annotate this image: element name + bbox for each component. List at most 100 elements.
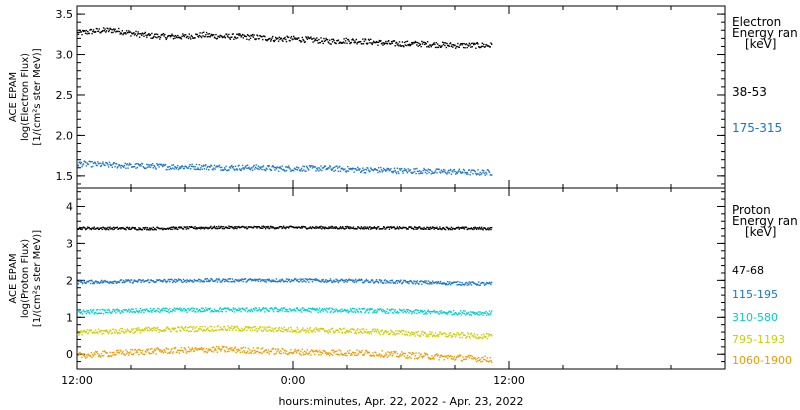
- proton-data-point: [458, 354, 460, 356]
- proton-data-point: [97, 228, 100, 231]
- proton-data-point: [442, 226, 445, 229]
- electron-data-point: [131, 166, 134, 168]
- proton-data-point: [98, 228, 100, 230]
- proton-data-point: [395, 311, 398, 314]
- electron-data-point: [167, 166, 169, 168]
- proton-data-point: [380, 356, 382, 358]
- proton-data-point: [370, 308, 373, 310]
- proton-data-point: [95, 280, 97, 282]
- proton-data-point: [169, 308, 171, 310]
- proton-data-point: [372, 352, 374, 354]
- proton-data-point: [418, 335, 420, 337]
- electron-data-point: [308, 37, 311, 40]
- proton-data-point: [151, 348, 153, 350]
- proton-data-point: [223, 307, 226, 309]
- proton-data-point: [154, 348, 156, 350]
- proton-data-point: [314, 308, 316, 310]
- electron-data-point: [109, 27, 111, 30]
- proton-data-point: [151, 329, 154, 332]
- proton-data-point: [157, 348, 160, 350]
- electron-legend-title: [keV]: [745, 37, 776, 51]
- electron-data-point: [409, 44, 412, 47]
- proton-data-point: [182, 278, 185, 281]
- proton-data-point: [105, 228, 107, 231]
- proton-data-point: [491, 281, 493, 284]
- proton-data-point: [244, 328, 246, 330]
- electron-data-point: [243, 168, 245, 171]
- proton-data-point: [166, 326, 168, 328]
- electron-data-point: [372, 42, 374, 44]
- proton-data-point: [314, 279, 316, 282]
- electron-data-point: [89, 28, 92, 31]
- proton-data-point: [263, 328, 265, 330]
- proton-data-point: [444, 311, 447, 314]
- proton-data-point: [447, 313, 449, 315]
- proton-data-point: [223, 308, 225, 310]
- electron-data-point: [424, 43, 426, 46]
- proton-data-point: [256, 330, 258, 333]
- proton-data-point: [250, 352, 252, 354]
- proton-data-point: [293, 350, 296, 352]
- proton-data-point: [381, 350, 383, 352]
- proton-data-point: [410, 357, 412, 360]
- electron-data-point: [355, 38, 358, 41]
- electron-data-point: [368, 170, 370, 173]
- proton-data-point: [239, 330, 242, 332]
- proton-data-point: [227, 325, 229, 327]
- proton-data-point: [159, 329, 161, 331]
- proton-data-point: [189, 309, 191, 311]
- proton-data-point: [310, 227, 312, 229]
- proton-data-point: [198, 328, 201, 331]
- proton-data-point: [231, 281, 233, 283]
- proton-data-point: [367, 352, 369, 354]
- proton-data-point: [338, 310, 340, 312]
- proton-data-point: [119, 332, 121, 335]
- electron-data-point: [249, 35, 251, 37]
- proton-data-point: [141, 349, 144, 352]
- proton-data-point: [183, 329, 185, 332]
- proton-data-point: [449, 355, 451, 358]
- electron-data-point: [267, 165, 270, 168]
- proton-data-point: [276, 350, 278, 352]
- electron-data-point: [174, 37, 176, 39]
- proton-data-point: [116, 308, 118, 310]
- proton-data-point: [136, 229, 138, 231]
- proton-data-point: [236, 309, 239, 311]
- proton-data-point: [380, 228, 382, 230]
- proton-data-point: [436, 335, 438, 337]
- electron-data-point: [195, 33, 197, 35]
- electron-data-point: [175, 168, 178, 170]
- proton-data-point: [455, 227, 458, 229]
- proton-data-point: [196, 308, 198, 310]
- proton-data-point: [397, 279, 399, 282]
- proton-data-point: [298, 281, 300, 283]
- proton-data-point: [246, 227, 249, 230]
- proton-data-point: [97, 352, 99, 355]
- proton-data-point: [166, 227, 168, 230]
- proton-data-point: [280, 226, 283, 228]
- proton-data-point: [164, 228, 167, 231]
- proton-data-point: [451, 355, 453, 358]
- proton-data-point: [197, 327, 200, 330]
- electron-data-point: [450, 173, 453, 175]
- electron-data-point: [309, 37, 311, 39]
- proton-data-point: [429, 312, 432, 315]
- proton-data-point: [316, 226, 319, 229]
- proton-data-point: [161, 309, 164, 312]
- proton-data-point: [461, 336, 463, 339]
- proton-data-point: [193, 279, 196, 281]
- proton-data-point: [162, 228, 165, 230]
- electron-data-point: [307, 36, 309, 38]
- electron-data-point: [359, 40, 362, 43]
- proton-data-point: [170, 226, 172, 229]
- electron-data-point: [232, 33, 234, 35]
- electron-data-point: [451, 44, 453, 46]
- proton-data-point: [267, 309, 269, 312]
- proton-data-point: [300, 279, 302, 282]
- proton-data-point: [329, 307, 331, 309]
- proton-data-point: [128, 352, 131, 354]
- proton-data-point: [349, 310, 351, 313]
- proton-data-point: [407, 331, 409, 333]
- proton-data-point: [146, 349, 149, 352]
